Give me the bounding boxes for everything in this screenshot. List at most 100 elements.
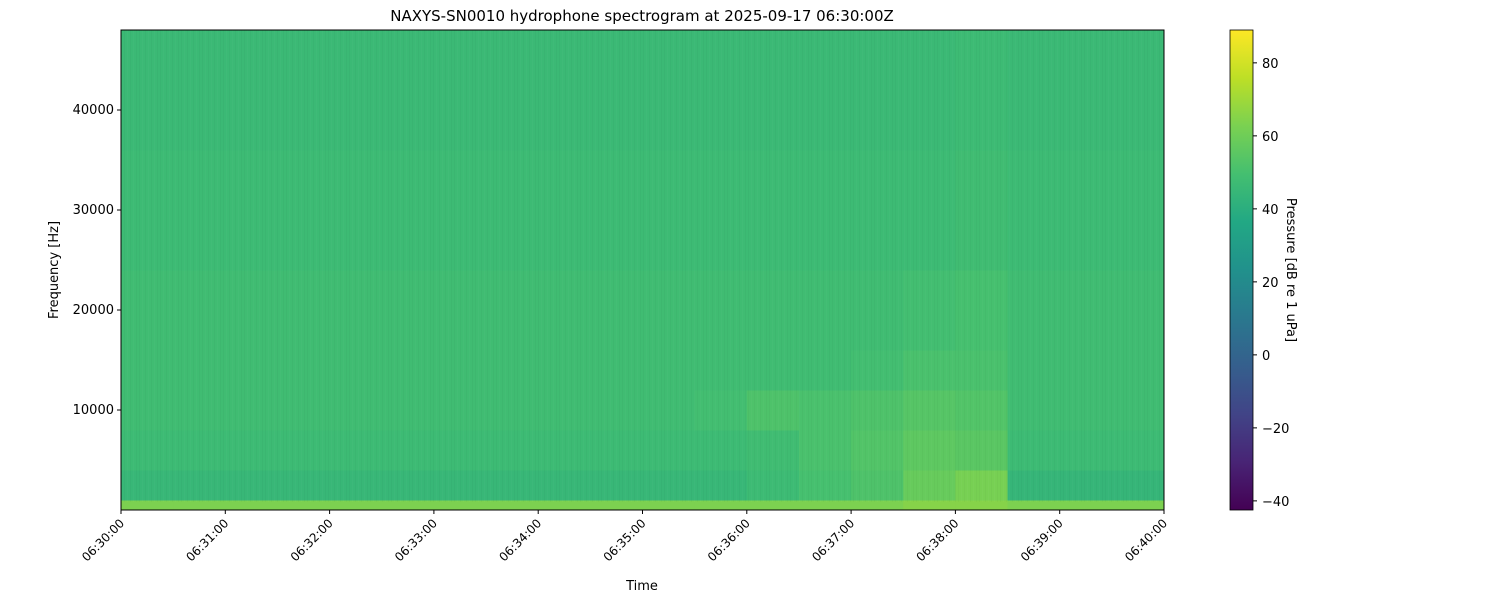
spectrogram-texture [334,30,335,502]
heatmap-cell [381,470,435,501]
spectrogram-texture [589,30,590,502]
spectrogram-texture [1045,30,1046,502]
spectrogram-texture [148,30,149,502]
heatmap-cell [1007,270,1061,351]
spectrogram-texture [919,30,920,502]
y-axis: 10000 20000 30000 40000 [73,103,121,418]
heatmap-cell [433,430,487,471]
spectrogram-texture [166,30,167,502]
heatmap-cell [694,270,748,351]
spectrogram-texture [793,30,794,502]
x-axis-label: Time [625,579,658,594]
spectrogram-texture [127,30,128,502]
heatmap-cell [955,30,1009,151]
spectrogram-texture [895,30,896,502]
heatmap-cell [955,150,1009,271]
spectrogram-texture [835,30,836,502]
spectrogram-texture [730,30,731,502]
spectrogram-texture [901,30,902,502]
heatmap-cell [642,150,696,271]
heatmap-cell [225,470,278,501]
spectrogram-texture [1132,30,1133,502]
heatmap-cell [1059,270,1113,351]
spectrogram-texture [889,30,890,502]
spectrogram-texture [1000,30,1001,502]
spectrogram-texture [970,30,971,502]
spectrogram-texture [1048,30,1049,502]
heatmap-cell [903,430,956,471]
heatmap-cell [173,430,226,471]
spectrogram-texture [634,30,635,502]
spectrogram-texture [178,30,179,502]
spectrogram-texture [151,30,152,502]
spectrogram-texture [811,30,812,502]
heatmap-cell [642,430,696,471]
heatmap-cell [1111,500,1165,511]
heatmap-cell [798,430,852,471]
spectrogram-texture [442,30,443,502]
spectrogram-texture [514,30,515,502]
heatmap-cell [277,150,331,271]
spectrogram-texture [208,30,209,502]
spectrogram-texture [718,30,719,502]
x-tick-label: 06:32:00 [288,516,336,564]
heatmap-cell [277,500,331,511]
spectrogram-texture [994,30,995,502]
spectrogram-texture [139,30,140,502]
spectrogram-texture [946,30,947,502]
spectrogram-texture [1054,30,1055,502]
x-tick-label: 06:40:00 [1122,516,1170,564]
spectrogram-texture [517,30,518,502]
spectrogram-texture [964,30,965,502]
spectrogram-texture [202,30,203,502]
spectrogram-texture [1156,30,1157,502]
spectrogram-texture [841,30,842,502]
spectrogram-texture [817,30,818,502]
spectrogram-texture [373,30,374,502]
spectrogram-texture [502,30,503,502]
spectrogram-texture [505,30,506,502]
heatmap-cell [798,30,852,151]
spectrogram-texture [997,30,998,502]
spectrogram-texture [874,30,875,502]
spectrogram-texture [295,30,296,502]
spectrogram-texture [937,30,938,502]
spectrogram-texture [337,30,338,502]
colorbar-axis: 80 60 40 20 0 −20 −40 [1253,57,1289,510]
heatmap-cell [1059,350,1113,391]
spectrogram-texture [739,30,740,502]
heatmap-cell [225,500,278,511]
spectrogram-texture [754,30,755,502]
spectrogram-texture [322,30,323,502]
spectrogram-texture [385,30,386,502]
spectrogram-texture [1021,30,1022,502]
spectrogram-texture [790,30,791,502]
heatmap-cell [694,390,748,431]
heatmap-cell [746,470,800,501]
spectrogram-texture [616,30,617,502]
spectrogram-texture [694,30,695,502]
heatmap-cell [903,270,956,351]
spectrogram-texture [802,30,803,502]
spectrogram-texture [550,30,551,502]
spectrogram-texture [211,30,212,502]
spectrogram-texture [223,30,224,502]
spectrogram-texture [511,30,512,502]
heatmap-cell [538,500,591,511]
spectrogram-texture [1087,30,1088,502]
spectrogram-texture [469,30,470,502]
spectrogram-texture [1033,30,1034,502]
heatmap-cell [590,470,643,501]
spectrogram-texture [397,30,398,502]
heatmap-cell [746,270,800,351]
spectrogram-texture [898,30,899,502]
heatmap-cell [277,430,331,471]
spectrogram-texture [163,30,164,502]
y-tick-label: 40000 [73,103,114,118]
spectrogram-texture [661,30,662,502]
spectrogram-texture [259,30,260,502]
spectrogram-texture [781,30,782,502]
spectrogram-texture [1141,30,1142,502]
spectrogram-texture [916,30,917,502]
heatmap-cell [538,470,591,501]
